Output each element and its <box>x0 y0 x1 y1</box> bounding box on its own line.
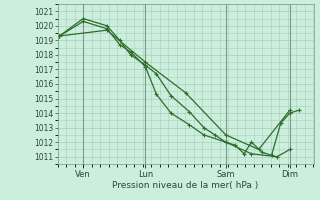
X-axis label: Pression niveau de la mer( hPa ): Pression niveau de la mer( hPa ) <box>112 181 259 190</box>
